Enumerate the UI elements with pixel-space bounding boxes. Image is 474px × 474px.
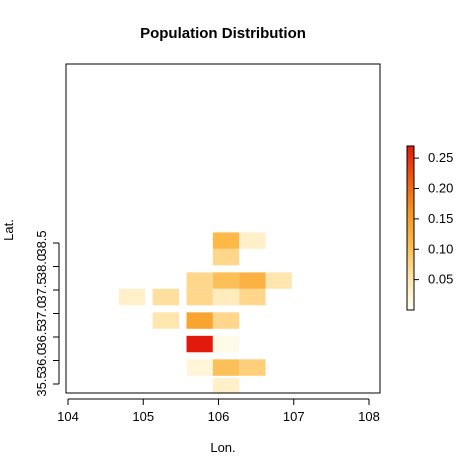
heatmap-cell	[186, 288, 213, 306]
y-axis: 35.536.036.537.037.538.038.5	[34, 230, 60, 397]
x-tick-label: 104	[57, 409, 79, 424]
x-tick-label: 107	[283, 409, 305, 424]
y-tick-label: 38.5	[34, 230, 49, 255]
x-tick-label: 108	[358, 409, 380, 424]
color-legend-ticks: 0.05 0.10 0.15 0.20 0.25	[414, 150, 453, 287]
heatmap-cell	[186, 312, 213, 329]
y-tick-label: 38.0	[34, 254, 49, 279]
x-axis-label: Lon.	[210, 440, 235, 455]
color-legend-bar	[406, 145, 415, 311]
heatmap-cell	[239, 232, 266, 249]
heatmap-cell	[212, 312, 240, 329]
heatmap-cell	[186, 335, 213, 353]
heatmap-cells	[118, 232, 292, 394]
heatmap-cell	[239, 288, 266, 306]
heatmap-cell	[212, 272, 240, 289]
heatmap-cell	[212, 288, 240, 306]
x-tick-label: 105	[132, 409, 154, 424]
heatmap-cell	[212, 359, 240, 376]
heatmap-cell	[152, 312, 179, 329]
heatmap-cell	[239, 359, 266, 376]
heatmap-cell	[152, 288, 179, 306]
heatmap-cell	[239, 272, 266, 289]
heatmap-cell	[212, 335, 240, 353]
y-tick-label: 36.5	[34, 324, 49, 349]
heatmap-cell	[212, 378, 240, 394]
chart-title: Population Distribution	[140, 25, 306, 42]
heatmap-cell	[212, 248, 240, 266]
plot-frame	[65, 63, 381, 394]
legend-tick-label: 0.05	[428, 272, 453, 287]
heatmap-cell	[265, 272, 292, 289]
y-tick-label: 35.5	[34, 371, 49, 396]
x-axis: 104 105 106 107 108	[57, 398, 380, 424]
legend-tick-label: 0.10	[428, 241, 453, 256]
heatmap-cell	[118, 288, 146, 306]
y-tick-label: 37.5	[34, 277, 49, 302]
y-tick-label: 37.0	[34, 301, 49, 326]
y-axis-label: Lat.	[1, 219, 16, 241]
legend-tick-label: 0.15	[428, 211, 453, 226]
heatmap-cell	[186, 359, 213, 376]
heatmap-cell	[212, 232, 240, 249]
heatmap-cell	[186, 272, 213, 289]
legend-tick-label: 0.25	[428, 150, 453, 165]
x-tick-label: 106	[208, 409, 230, 424]
legend-tick-label: 0.20	[428, 181, 453, 196]
y-tick-label: 36.0	[34, 348, 49, 373]
